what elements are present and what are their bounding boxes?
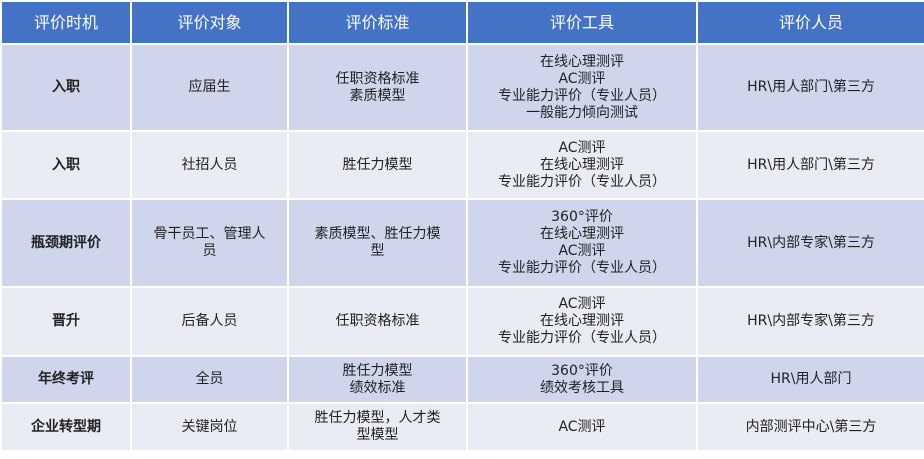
cell-standard-line: 胜任力模型 [342, 156, 413, 173]
header-timing: 评价时机 [0, 0, 132, 45]
cell-tools-line: AC测评 [558, 243, 606, 259]
cell-assessors: HR\内部专家\第三方 [696, 286, 924, 357]
cell-target-line: 应届生 [188, 79, 231, 95]
cell-assessors: 内部测评中心\第三方 [696, 402, 924, 452]
cell-tools: 在线心理测评 AC测评 专业能力评价（专业人员） 一般能力倾向测试 [466, 43, 698, 132]
cell-tools-line: 专业能力评价（专业人员） [498, 330, 666, 346]
cell-tools-line: 在线心理测评 [540, 226, 624, 242]
cell-tools-line: 360°评价 [551, 362, 613, 379]
cell-target-line: 关键岗位 [181, 418, 238, 435]
cell-standard: 胜任力模型 绩效标准 [287, 355, 468, 404]
cell-standard: 素质模型、胜任力模型 [287, 198, 468, 288]
cell-target-line: 全员 [195, 371, 224, 387]
cell-tools-line: 360°评价 [551, 209, 613, 225]
cell-standard: 任职资格标准 素质模型 [287, 43, 468, 132]
table-row: 瓶颈期评价 骨干员工、管理人员素质模型、胜任力模型 360°评价 在线心理测评 AC测评… [0, 198, 924, 288]
cell-tools: 360°评价 在线心理测评 AC测评 专业能力评价（专业人员） [466, 198, 698, 288]
cell-target-line: 社招人员 [181, 156, 238, 173]
cell-standard: 任职资格标准 [287, 286, 468, 357]
table-row: 入职 社招人员 胜任力模型 AC测评 在线心理测评 专业能力评价（专业人员） HR\用人部门… [0, 130, 924, 200]
cell-target-line: 骨干员工、管理人 [153, 226, 266, 242]
cell-target: 全员 [130, 355, 289, 404]
header-target: 评价对象 [130, 0, 289, 45]
cell-standard-line: 任职资格标准 [335, 313, 420, 329]
cell-tools: AC测评 在线心理测评 专业能力评价（专业人员） [466, 286, 698, 357]
table-row: 年终考评 全员 胜任力模型 绩效标准 360°评价 绩效考核工具 HR\用人部门 [0, 355, 924, 404]
cell-timing: 企业转型期 [0, 402, 132, 452]
cell-target: 关键岗位 [130, 402, 289, 452]
cell-target: 骨干员工、管理人员 [130, 198, 289, 288]
cell-target-line: 员 [202, 243, 217, 259]
cell-tools: 360°评价 绩效考核工具 [466, 355, 698, 404]
cell-tools-line: 绩效考核工具 [540, 379, 624, 396]
cell-tools: AC测评 [466, 402, 698, 452]
cell-target: 应届生 [130, 43, 289, 132]
cell-standard-line: 任职资格标准 [335, 70, 420, 87]
header-standard: 评价标准 [287, 0, 468, 45]
table-row: 企业转型期 关键岗位 胜任力模型，人才类 型模型 AC测评 内部测评中心\第三方 [0, 402, 924, 452]
cell-tools-line: 专业能力评价（专业人员） [498, 260, 666, 276]
table-row: 入职 应届生 任职资格标准 素质模型 在线心理测评 AC测评 专业能力评价（专业人员） 一般能… [0, 43, 924, 132]
cell-tools-line: AC测评 [558, 70, 606, 87]
header-assessors: 评价人员 [696, 0, 924, 45]
cell-target: 后备人员 [130, 286, 289, 357]
cell-target-line: 后备人员 [181, 313, 238, 329]
header-tools: 评价工具 [466, 0, 698, 45]
cell-target: 社招人员 [130, 130, 289, 200]
cell-tools-line: 一般能力倾向测试 [526, 104, 638, 121]
cell-standard-line: 型 [370, 243, 385, 259]
table-row: 晋升 后备人员 任职资格标准 AC测评 在线心理测评 专业能力评价（专业人员） HR\内部专… [0, 286, 924, 357]
cell-tools-line: 专业能力评价（专业人员） [498, 87, 666, 104]
cell-timing: 晋升 [0, 286, 132, 357]
cell-standard-line: 型模型 [356, 427, 399, 443]
header-row: 评价时机 评价对象 评价标准 评价工具 评价人员 [0, 0, 924, 45]
cell-tools-line: 在线心理测评 [540, 313, 624, 329]
cell-tools-line: 在线心理测评 [540, 53, 624, 70]
cell-standard-line: 绩效标准 [349, 379, 406, 396]
cell-tools-line: 在线心理测评 [540, 156, 624, 173]
cell-standard-line: 素质模型、胜任力模 [314, 226, 441, 242]
cell-assessors: HR\用人部门\第三方 [696, 43, 924, 132]
cell-standard: 胜任力模型 [287, 130, 468, 200]
cell-standard-line: 素质模型 [349, 87, 406, 104]
cell-assessors: HR\用人部门 [696, 355, 924, 404]
cell-standard: 胜任力模型，人才类 型模型 [287, 402, 468, 452]
cell-tools-line: AC测评 [558, 418, 606, 435]
cell-assessors: HR\用人部门\第三方 [696, 130, 924, 200]
cell-tools-line: 专业能力评价（专业人员） [498, 173, 666, 190]
cell-timing: 入职 [0, 43, 132, 132]
cell-tools-line: AC测评 [558, 139, 606, 156]
cell-timing: 瓶颈期评价 [0, 198, 132, 288]
cell-standard-line: 胜任力模型，人才类 [314, 410, 441, 426]
cell-tools: AC测评 在线心理测评 专业能力评价（专业人员） [466, 130, 698, 200]
cell-assessors: HR\内部专家\第三方 [696, 198, 924, 288]
cell-tools-line: AC测评 [558, 296, 606, 312]
cell-standard-line: 胜任力模型 [342, 362, 413, 379]
cell-timing: 年终考评 [0, 355, 132, 404]
cell-timing: 入职 [0, 130, 132, 200]
